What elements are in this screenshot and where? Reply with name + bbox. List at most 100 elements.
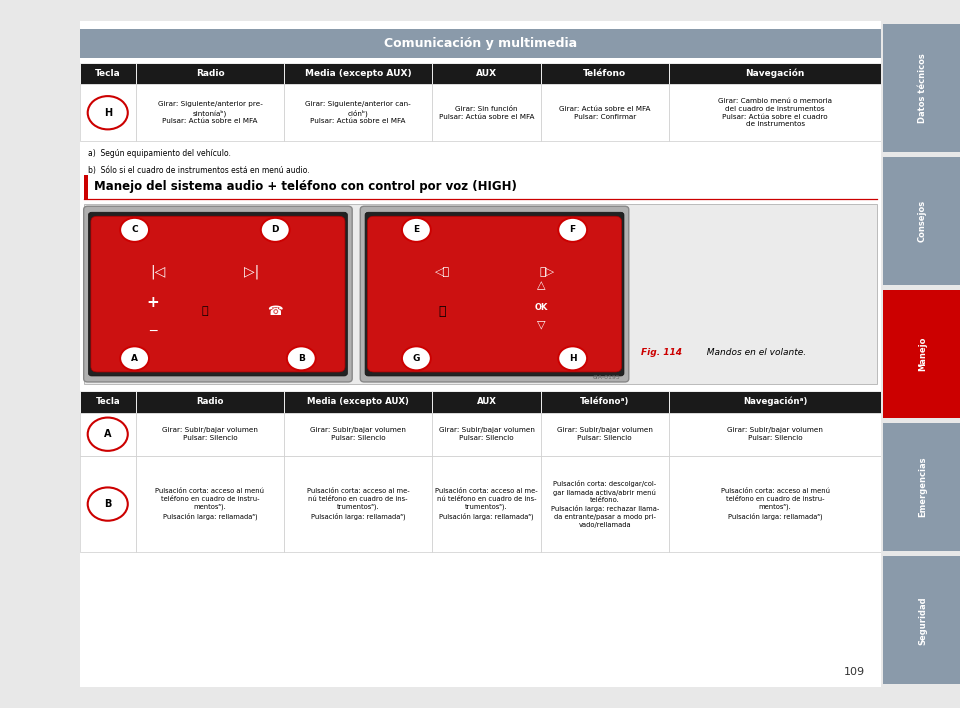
FancyBboxPatch shape <box>360 206 629 382</box>
Bar <box>883 156 960 285</box>
Text: H: H <box>569 354 577 362</box>
Bar <box>135 62 284 84</box>
Circle shape <box>87 418 128 451</box>
Text: Pulsación corta: acceso al menú
teléfono en cuadro de instru-
mentosᵃ).
Pulsació: Pulsación corta: acceso al menú teléfono… <box>156 489 264 520</box>
Text: b)  Sólo si el cuadro de instrumentos está en menú audio.: b) Sólo si el cuadro de instrumentos est… <box>87 166 309 175</box>
Bar <box>84 175 88 199</box>
Bar <box>284 391 432 413</box>
Text: Girar: Subir/bajar volumen
Pulsar: Silencio: Girar: Subir/bajar volumen Pulsar: Silen… <box>310 428 406 441</box>
Text: Radio: Radio <box>196 69 225 78</box>
Bar <box>883 23 960 152</box>
Text: ─: ─ <box>149 325 156 338</box>
Text: Pulsación corta: acceso al me-
nú teléfono en cuadro de ins-
trumentosᵃ).
Pulsac: Pulsación corta: acceso al me- nú teléfo… <box>435 489 538 520</box>
Bar <box>540 413 669 456</box>
Circle shape <box>402 218 431 242</box>
Text: A: A <box>132 354 138 362</box>
Text: Girar: Sin función
Pulsar: Actúa sobre el MFA: Girar: Sin función Pulsar: Actúa sobre e… <box>439 106 535 120</box>
Circle shape <box>261 218 290 242</box>
Text: 🎤: 🎤 <box>439 304 446 317</box>
Bar <box>669 84 881 141</box>
Bar <box>669 62 881 84</box>
Text: Girar: Subir/bajar volumen
Pulsar: Silencio: Girar: Subir/bajar volumen Pulsar: Silen… <box>439 428 535 441</box>
Text: +: + <box>147 295 159 310</box>
Text: Tecla: Tecla <box>95 69 121 78</box>
Text: Teléfonoᵃ): Teléfonoᵃ) <box>580 397 630 406</box>
Text: Consejos: Consejos <box>918 200 927 242</box>
Text: Seguridad: Seguridad <box>918 596 927 644</box>
Text: OK: OK <box>535 303 548 312</box>
Text: Media (excepto AUX): Media (excepto AUX) <box>307 397 409 406</box>
Text: Navegación: Navegación <box>745 69 804 78</box>
Bar <box>883 290 960 418</box>
Text: △: △ <box>538 280 545 291</box>
Text: Emergencias: Emergencias <box>918 457 927 518</box>
Bar <box>135 391 284 413</box>
Bar <box>80 413 135 456</box>
Circle shape <box>287 346 316 370</box>
Bar <box>284 62 432 84</box>
Text: Media (excepto AUX): Media (excepto AUX) <box>305 69 412 78</box>
Text: ◁🖵: ◁🖵 <box>435 267 450 277</box>
Bar <box>84 204 877 384</box>
Text: Radio: Radio <box>196 397 224 406</box>
FancyBboxPatch shape <box>365 212 624 376</box>
Text: 🔇: 🔇 <box>202 306 208 316</box>
Text: G: G <box>413 354 420 362</box>
Text: 🖵▷: 🖵▷ <box>540 267 554 277</box>
Bar <box>883 423 960 552</box>
Circle shape <box>87 96 128 130</box>
Circle shape <box>120 218 149 242</box>
Circle shape <box>559 218 588 242</box>
Text: |◁: |◁ <box>151 265 166 280</box>
Bar <box>284 413 432 456</box>
Bar <box>284 456 432 552</box>
Text: 6IA-0195: 6IA-0195 <box>593 375 621 380</box>
Text: ▽: ▽ <box>538 319 545 329</box>
Text: a)  Según equipamiento del vehículo.: a) Según equipamiento del vehículo. <box>87 149 230 158</box>
Bar <box>432 456 540 552</box>
Bar <box>432 391 540 413</box>
Bar <box>80 391 135 413</box>
Text: ▷|: ▷| <box>244 265 259 280</box>
Bar <box>80 29 881 58</box>
Text: Datos técnicos: Datos técnicos <box>918 53 927 122</box>
Text: D: D <box>272 225 279 234</box>
Text: Manejo del sistema audio + teléfono con control por voz (HIGH): Manejo del sistema audio + teléfono con … <box>94 181 517 193</box>
Text: Girar: Siguiente/anterior pre-
sintoníaᵇ)
Pulsar: Actúa sobre el MFA: Girar: Siguiente/anterior pre- sintoníaᵇ… <box>157 101 262 125</box>
Bar <box>80 84 135 141</box>
Text: 109: 109 <box>844 667 865 677</box>
Circle shape <box>559 346 588 370</box>
Text: Girar: Siguiente/anterior can-
ciónᵇ)
Pulsar: Actúa sobre el MFA: Girar: Siguiente/anterior can- ciónᵇ) Pu… <box>305 101 411 125</box>
Text: Pulsación corta: acceso al me-
nú teléfono en cuadro de ins-
trumentosᵃ).
Pulsac: Pulsación corta: acceso al me- nú teléfo… <box>307 489 410 520</box>
Text: Tecla: Tecla <box>95 397 120 406</box>
Text: Pulsación corta: acceso al menú
teléfono en cuadro de instru-
mentosᵃ).
Pulsació: Pulsación corta: acceso al menú teléfono… <box>721 489 829 520</box>
Circle shape <box>402 346 431 370</box>
Bar <box>80 62 135 84</box>
FancyBboxPatch shape <box>84 206 352 382</box>
FancyBboxPatch shape <box>368 216 621 372</box>
Text: A: A <box>104 429 111 439</box>
Bar <box>284 84 432 141</box>
Bar <box>80 456 135 552</box>
Bar <box>669 413 881 456</box>
Bar <box>540 62 669 84</box>
Text: Comunicación y multimedia: Comunicación y multimedia <box>384 37 577 50</box>
Text: F: F <box>569 225 576 234</box>
Text: AUX: AUX <box>476 69 497 78</box>
Bar <box>669 456 881 552</box>
Text: Manejo: Manejo <box>918 337 927 371</box>
Text: AUX: AUX <box>476 397 496 406</box>
FancyBboxPatch shape <box>91 216 345 372</box>
Bar <box>669 391 881 413</box>
Bar <box>540 456 669 552</box>
Bar <box>135 413 284 456</box>
Text: Pulsación corta: descolgar/col-
gar llamada activa/abrir menú
teléfono.
Pulsació: Pulsación corta: descolgar/col- gar llam… <box>551 480 659 528</box>
FancyBboxPatch shape <box>88 212 348 376</box>
Text: B: B <box>298 354 304 362</box>
Bar <box>540 391 669 413</box>
Text: ☎: ☎ <box>268 304 283 317</box>
Text: »: » <box>884 496 894 512</box>
Bar <box>432 413 540 456</box>
Text: E: E <box>414 225 420 234</box>
Bar <box>135 456 284 552</box>
